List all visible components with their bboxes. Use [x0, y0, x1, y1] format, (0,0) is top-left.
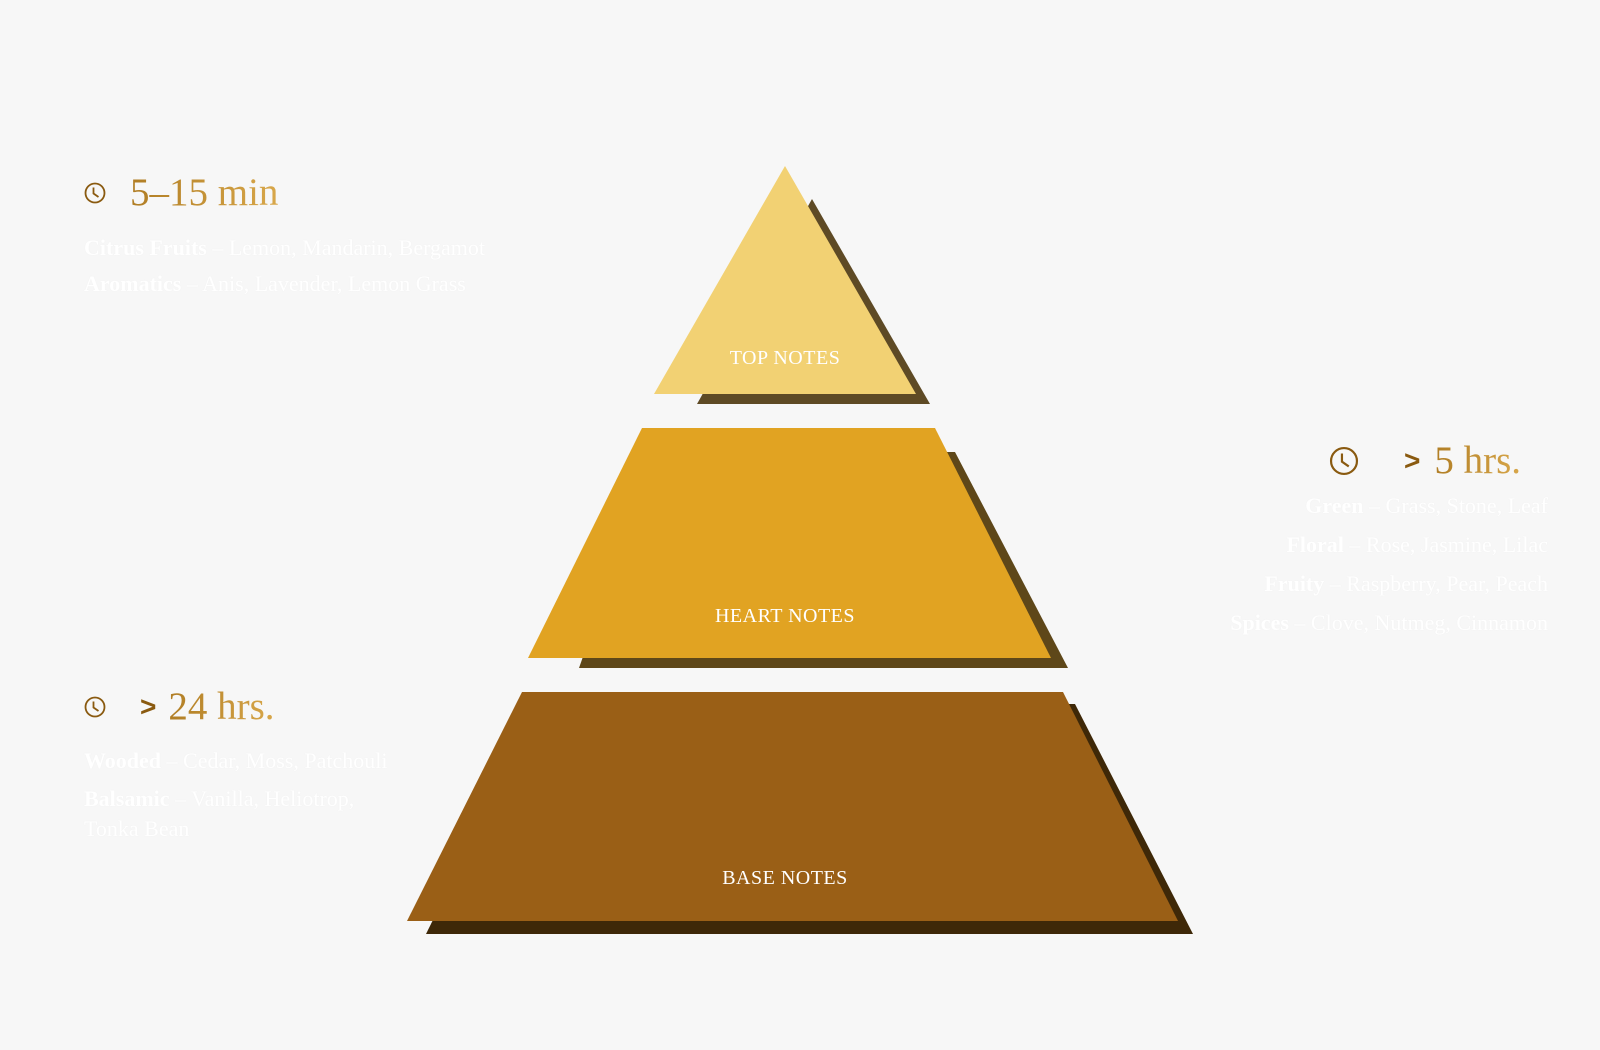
note-separator: –: [161, 748, 184, 773]
clock-icon: [1329, 446, 1359, 475]
note-items: Anis, Lavender, Lemon Grass: [202, 271, 466, 296]
greater-than-symbol: >: [1404, 444, 1421, 476]
base-duration-value: 24 hrs.: [168, 685, 275, 728]
base-notes-label: BASE NOTES: [722, 867, 848, 889]
note-line: Aromatics – Anis, Lavender, Lemon Grass: [84, 266, 485, 302]
note-separator: –: [1363, 493, 1386, 518]
note-line: Tonka Bean: [84, 812, 387, 846]
note-category: Wooded: [84, 748, 162, 773]
base-notes-list: Wooded – Cedar, Moss, Patchouli Balsamic…: [84, 744, 387, 846]
note-items: Rose, Jasmine, Lilac: [1365, 532, 1548, 557]
note-separator: –: [181, 271, 203, 296]
base-notes-tier: [407, 692, 1178, 921]
note-items: Tonka Bean: [84, 816, 190, 841]
heart-notes-label: HEART NOTES: [714, 605, 856, 627]
note-category: Spices: [1230, 610, 1289, 635]
note-items: Lemon, Mandarin, Bergamot: [228, 235, 486, 260]
heart-notes-tier: [528, 428, 1051, 658]
note-items: Vanilla, Heliotrop,: [191, 786, 355, 811]
greater-than-symbol: >: [140, 690, 157, 722]
note-category: Citrus Fruits: [84, 235, 207, 260]
clock-icon: [84, 696, 106, 717]
heart-notes-list: Green – Grass, Stone, Leaf Floral – Rose…: [1230, 488, 1548, 641]
note-separator: –: [1343, 532, 1366, 557]
top-notes-list: Citrus Fruits – Lemon, Mandarin, Bergamo…: [84, 230, 485, 302]
note-category: Aromatics: [84, 271, 182, 296]
heart-duration-value: 5 hrs.: [1434, 439, 1522, 482]
heart-duration: > 5 hrs.: [1329, 438, 1521, 483]
note-line: Green – Grass, Stone, Leaf: [1230, 488, 1548, 524]
note-separator: –: [1288, 610, 1311, 635]
note-line: Citrus Fruits – Lemon, Mandarin, Bergamo…: [84, 230, 485, 266]
note-items: Clove, Nutmeg, Cinnamon: [1310, 610, 1548, 635]
note-line: Spices – Clove, Nutmeg, Cinnamon: [1230, 605, 1548, 641]
note-separator: –: [206, 235, 229, 260]
note-items: Raspberry, Pear, Peach: [1346, 571, 1548, 596]
note-category: Green: [1305, 493, 1364, 518]
top-duration-value: 5–15 min: [130, 171, 279, 214]
note-line: Balsamic – Vanilla, Heliotrop,: [84, 782, 387, 816]
base-duration: > 24 hrs.: [84, 684, 275, 729]
clock-icon: [84, 182, 106, 203]
note-category: Floral: [1286, 532, 1344, 557]
note-separator: –: [1324, 571, 1347, 596]
note-items: Cedar, Moss, Patchouli: [183, 748, 388, 773]
note-line: Fruity – Raspberry, Pear, Peach: [1230, 566, 1548, 602]
top-notes-tier: [654, 166, 916, 394]
note-line: Wooded – Cedar, Moss, Patchouli: [84, 744, 387, 778]
note-items: Grass, Stone, Leaf: [1385, 493, 1548, 518]
top-duration: 5–15 min: [84, 170, 278, 215]
note-line: Floral – Rose, Jasmine, Lilac: [1230, 527, 1548, 563]
note-separator: –: [169, 786, 192, 811]
note-category: Fruity: [1264, 571, 1325, 596]
top-notes-label: TOP NOTES: [729, 347, 841, 369]
note-category: Balsamic: [84, 786, 170, 811]
